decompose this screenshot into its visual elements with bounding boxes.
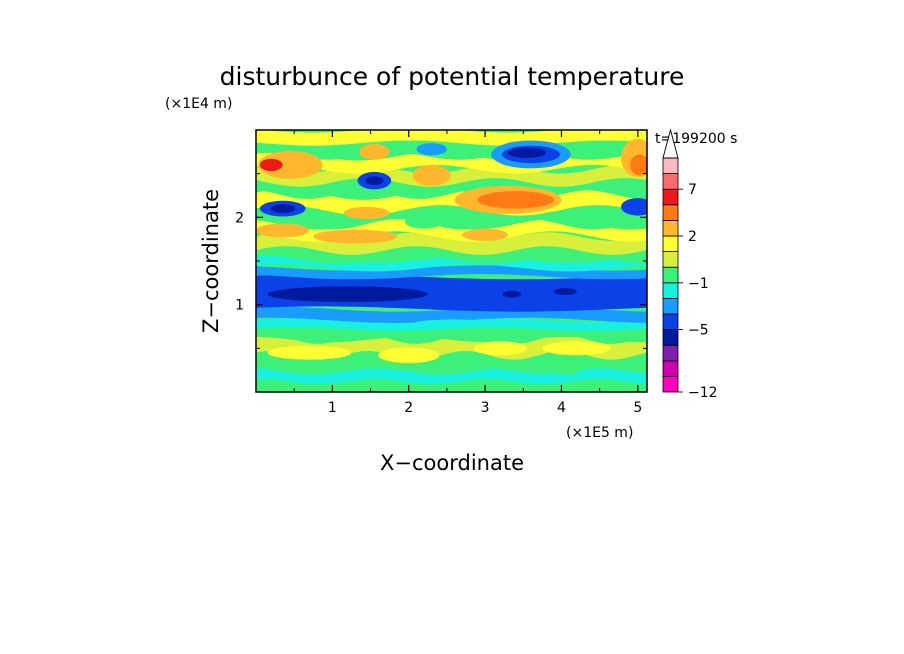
contour-blob-1 [502,290,521,298]
colorbar-tick-label: −1 [688,276,709,292]
colorbar-tick-label: 2 [688,229,697,245]
contour-band-1 [256,368,647,385]
colorbar: −12−5−127 [662,128,718,401]
contour-blob-16 [359,143,390,160]
contour-blob-25 [267,345,352,360]
y-tick-label: 2 [235,210,244,226]
colorbar-level-5 [662,297,679,315]
contour-blob-30 [366,370,421,379]
x-tick-label: 5 [633,400,642,416]
contour-blob-28 [542,341,612,356]
contour-blob-29 [431,359,478,369]
y-unit-label: (×1E4 m) [165,96,232,112]
contour-blob-4 [270,204,295,213]
contour-band-9 [256,255,647,272]
x-unit-label: (×1E5 m) [566,425,633,441]
colorbar-level-14 [662,157,679,175]
contour-blob-17 [412,164,451,186]
colorbar-level-13 [662,173,679,190]
contour-blob-15 [259,158,283,172]
colorbar-level-11 [662,204,679,221]
contour-blob-19 [630,154,647,176]
colorbar-tick-label: −5 [688,323,709,339]
contour-blob-32 [412,319,497,329]
colorbar-level-10 [662,219,679,237]
contour-blob-0 [267,286,428,303]
contour-band-7 [256,274,647,312]
contour-blob-21 [462,228,509,241]
colorbar-level-3 [662,329,679,346]
contour-blob-13 [477,191,554,209]
colorbar-level-0 [662,375,679,393]
colorbar-extend-arrow [662,128,679,159]
x-tick-label: 3 [481,400,490,416]
contour-blobs [256,138,647,379]
contour-blob-2 [553,288,577,296]
contour-blob-14 [258,150,323,179]
colorbar-tick-label: 7 [688,182,697,198]
contour-blob-6 [365,176,384,186]
x-axis-label: X−coordinate [380,451,524,475]
colorbar-tick-label: −12 [688,385,718,401]
colorbar-level-2 [662,344,679,362]
contour-blob-31 [576,368,623,378]
contour-blob-23 [404,214,444,229]
colorbar-level-12 [662,188,679,206]
contour-blob-11 [416,143,447,156]
contour-blob-20 [313,229,398,244]
y-axis-label: Z−coordinate [199,189,223,333]
contour-blob-26 [378,347,440,364]
colorbar-level-1 [662,360,679,377]
axis-ticks: 1 2 3 4 5 1 2 [235,130,647,416]
x-tick-label: 1 [328,400,337,416]
contour-blob-22 [343,206,390,220]
time-label: t=199200 s [655,131,737,147]
contour-band-10 [256,246,647,264]
contour-band-19 [256,130,647,146]
contour-blob-7 [621,198,647,216]
contour-band-4 [256,326,647,343]
x-tick-label: 2 [404,400,413,416]
contour-band-3 [256,335,647,360]
y-tick-label: 1 [235,298,244,314]
contour-blob-10 [508,147,547,158]
colorbar-level-7 [662,266,679,284]
colorbar-level-9 [662,235,679,253]
contour-blob-24 [256,223,310,238]
colorbar-level-6 [662,282,679,299]
contour-band-11 [256,232,647,255]
x-tick-label: 4 [557,400,566,416]
colorbar-level-8 [662,251,679,268]
colorbar-level-4 [662,313,679,331]
chart-title: disturbunce of potential temperature [220,62,685,91]
contour-blob-27 [473,341,528,356]
contour-plot-area [256,130,647,392]
